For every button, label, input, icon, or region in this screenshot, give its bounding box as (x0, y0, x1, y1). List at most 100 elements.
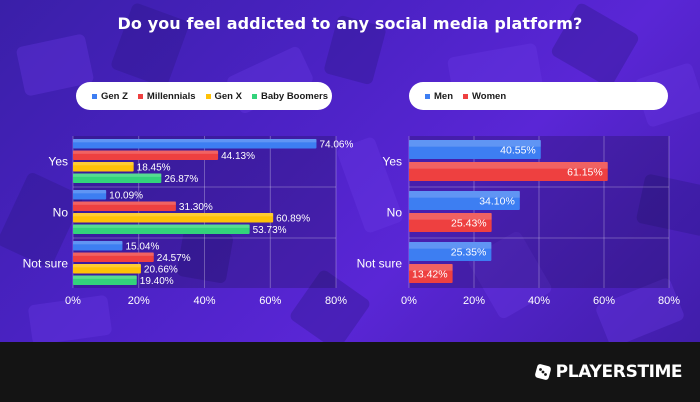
bar-highlight (73, 213, 274, 217)
x-tick-label: 0% (401, 295, 417, 307)
bar (73, 264, 141, 274)
background-shape (290, 270, 370, 342)
legend-swatch (463, 93, 468, 99)
bar (73, 173, 162, 183)
bar-highlight (409, 264, 453, 271)
legend-item: Millennials (137, 90, 196, 102)
bar (73, 150, 219, 160)
data-label: 74.06% (319, 139, 353, 150)
category-label: No (387, 206, 403, 220)
data-label: 25.35% (451, 247, 487, 259)
bar (73, 190, 107, 200)
x-tick-label: 40% (193, 295, 215, 307)
data-label: 40.55% (500, 145, 536, 157)
bar (409, 213, 492, 232)
plot-area (73, 136, 336, 288)
bar (409, 191, 520, 210)
bar (73, 241, 123, 251)
data-label: 25.43% (451, 218, 487, 230)
legend-label: Gen Z (101, 90, 128, 102)
legend-label: Gen X (214, 90, 242, 102)
data-label: 10.09% (109, 190, 143, 201)
category-label: Yes (382, 155, 402, 169)
legend-swatch (92, 93, 97, 99)
footer-bar: PLAYERS TIME (0, 342, 700, 402)
category-label: Not sure (357, 257, 403, 271)
legend-swatch (425, 93, 430, 99)
category-label: Not sure (23, 257, 69, 271)
background-shape (596, 278, 684, 342)
bar (73, 224, 250, 234)
data-label: 31.30% (179, 202, 213, 213)
legend-item: Men (425, 91, 453, 102)
bar (409, 162, 608, 181)
chart-gender: 0% 20% 40% 60% 80% Yes 40.55% 61.15% No 34.10% 25.… (357, 136, 680, 307)
data-label: 26.87% (164, 174, 198, 185)
bar (73, 201, 176, 211)
background-shape (28, 295, 112, 342)
data-label: 20.66% (144, 264, 178, 275)
bar-highlight (73, 252, 154, 256)
dice-icon (534, 364, 551, 380)
data-label: 61.15% (567, 167, 603, 179)
background-shape (176, 226, 234, 284)
page-title: Do you feel addicted to any social media… (117, 14, 583, 33)
bar-highlight (409, 162, 608, 169)
x-tick-label: 60% (593, 295, 615, 307)
legend-swatch (205, 93, 211, 99)
chart-generations: 0% 20% 40% 60% 80% Yes 74.06% 44.13% 18.45%26.87… (23, 136, 353, 307)
bar-highlight (73, 173, 162, 177)
x-tick-label: 20% (463, 295, 485, 307)
legend-item: Gen Z (92, 91, 128, 102)
bar (73, 213, 274, 223)
bar (73, 275, 137, 285)
x-tick-label: 60% (259, 295, 281, 307)
bar-highlight (409, 191, 520, 198)
bar-highlight (409, 213, 492, 220)
bar-highlight (73, 150, 219, 154)
data-label: 13.42% (412, 269, 448, 281)
legend-gender: Men Women (409, 82, 668, 110)
bar-highlight (73, 224, 250, 228)
background-shape (16, 34, 94, 96)
data-label: 60.89% (276, 213, 310, 224)
background-shape (635, 63, 700, 127)
x-tick-label: 80% (658, 295, 680, 307)
brand-name-time: TIME (637, 362, 683, 382)
legend-item: Gen X (205, 90, 242, 102)
data-label: 15.04% (125, 241, 159, 252)
bar (409, 264, 453, 283)
bar-highlight (409, 242, 492, 249)
legend-item: Women (463, 91, 506, 102)
bar-highlight (73, 275, 137, 279)
bar-highlight (73, 162, 134, 166)
legend-generations: Gen Z Millennials Gen X Baby Boomers (76, 82, 332, 110)
brand-name-players: PLAYERS (555, 362, 638, 382)
bar (409, 242, 492, 261)
background-shape (324, 15, 386, 85)
legend-item: Baby Boomers (251, 90, 329, 102)
bar-highlight (73, 264, 141, 268)
background-shape (337, 137, 403, 233)
legend-swatch (137, 93, 143, 99)
data-label: 44.13% (221, 151, 255, 162)
bar-highlight (73, 241, 123, 245)
brand-logo: PLAYERS TIME (534, 362, 683, 382)
legend-label: Millennials (146, 90, 196, 102)
charts-canvas: 0% 20% 40% 60% 80% Yes 74.06% 44.13% 18.45%26.87… (23, 136, 680, 307)
bar (73, 162, 134, 172)
bar-highlight (73, 201, 176, 205)
bar (409, 140, 541, 159)
bar (73, 252, 154, 262)
legend-label: Baby Boomers (260, 90, 329, 102)
legend-swatch (251, 93, 257, 99)
data-label: 34.10% (479, 196, 515, 208)
bar (73, 139, 317, 149)
bar-highlight (73, 190, 107, 194)
data-label: 18.45% (137, 162, 171, 173)
background-shape (636, 174, 700, 236)
x-tick-label: 20% (128, 295, 150, 307)
data-label: 53.73% (253, 225, 287, 236)
legend-label: Men (434, 90, 453, 102)
